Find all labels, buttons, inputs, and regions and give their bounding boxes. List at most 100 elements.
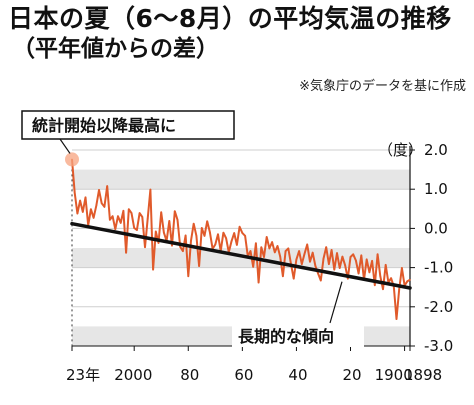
data-point	[114, 228, 117, 230]
temperature-series-line	[71, 159, 411, 320]
data-point	[309, 260, 311, 263]
data-point	[284, 250, 287, 252]
data-point	[125, 251, 127, 254]
data-point	[317, 272, 319, 275]
data-point	[171, 244, 173, 247]
data-point	[355, 259, 357, 262]
record-label: 統計開始以降最高に	[32, 116, 176, 135]
record-label-box	[21, 110, 235, 140]
data-point	[122, 209, 125, 212]
data-point	[352, 253, 355, 256]
data-point	[236, 244, 238, 246]
data-point	[73, 191, 76, 194]
data-point	[163, 231, 165, 234]
data-point	[109, 218, 111, 221]
x-tick-label: 2000	[114, 366, 152, 384]
data-point	[379, 275, 382, 278]
data-point	[130, 212, 133, 214]
data-point	[230, 240, 233, 243]
data-point	[263, 256, 265, 258]
data-point	[406, 280, 409, 283]
data-point	[382, 288, 384, 290]
x-tick-label: 60	[234, 366, 253, 384]
data-point	[144, 246, 146, 249]
data-point	[292, 277, 295, 280]
data-point	[136, 229, 138, 231]
record-label-leader	[59, 138, 71, 154]
data-point	[190, 239, 192, 242]
data-point	[157, 242, 160, 244]
data-point	[298, 250, 300, 252]
data-point	[182, 250, 184, 252]
data-point	[368, 271, 371, 274]
chart-subtitle: （平年値からの差）	[12, 36, 219, 62]
data-point	[244, 235, 246, 237]
data-point	[330, 249, 333, 251]
x-tick-label: 40	[288, 366, 307, 384]
data-point	[160, 211, 163, 214]
data-point	[271, 241, 273, 243]
title-block: 日本の夏（6～8月）の平均気温の推移 （平年値からの差）	[8, 4, 468, 64]
data-point	[349, 256, 352, 258]
y-tick-label: 0.0	[424, 219, 448, 237]
data-point	[303, 253, 306, 255]
x-tick-label: 1898	[404, 366, 442, 384]
data-point	[325, 246, 327, 249]
data-point	[409, 278, 411, 281]
data-point	[347, 277, 349, 280]
data-point	[90, 208, 92, 210]
data-point	[333, 268, 336, 271]
data-point	[238, 226, 241, 228]
data-point	[103, 206, 106, 208]
data-point	[92, 217, 95, 219]
trend-line	[70, 221, 412, 290]
data-point	[360, 254, 363, 257]
data-point	[133, 227, 135, 229]
data-point	[138, 212, 141, 214]
y-tick-label: -1.0	[424, 259, 453, 277]
chart-title: 日本の夏（6～8月）の平均気温の推移	[8, 4, 452, 33]
grid-band	[72, 169, 410, 190]
data-point	[76, 212, 79, 215]
data-point	[341, 255, 344, 258]
data-point	[100, 202, 103, 205]
data-point	[106, 185, 108, 187]
data-point	[173, 210, 176, 212]
data-point	[84, 196, 87, 199]
data-point	[295, 258, 298, 261]
data-point	[365, 258, 368, 261]
data-point	[336, 252, 338, 254]
data-point	[328, 263, 330, 265]
data-point	[111, 215, 114, 218]
data-point	[203, 235, 206, 237]
data-point	[187, 275, 190, 278]
data-point	[241, 232, 244, 234]
data-point	[282, 275, 284, 278]
data-point	[274, 251, 276, 254]
data-point	[214, 243, 217, 246]
data-point	[252, 266, 254, 268]
data-point	[279, 255, 282, 258]
data-point	[260, 246, 263, 249]
data-point	[255, 242, 257, 245]
data-point	[344, 264, 346, 267]
x-tick-label: 23年	[66, 366, 100, 384]
data-point	[276, 245, 279, 247]
data-point	[98, 189, 100, 191]
x-tick-label: 20	[343, 366, 362, 384]
data-point	[257, 281, 260, 284]
data-point	[311, 251, 314, 254]
data-point	[338, 267, 341, 269]
y-tick-label: -3.0	[424, 337, 453, 355]
data-point	[376, 253, 379, 256]
data-point	[222, 231, 225, 234]
data-point	[184, 234, 187, 237]
x-tick-label: 1900	[375, 366, 413, 384]
data-point	[119, 222, 122, 224]
data-point	[200, 227, 203, 229]
data-point	[82, 211, 84, 213]
data-point	[179, 246, 181, 248]
data-point	[374, 284, 376, 287]
data-point	[287, 247, 290, 250]
data-point	[192, 222, 195, 225]
